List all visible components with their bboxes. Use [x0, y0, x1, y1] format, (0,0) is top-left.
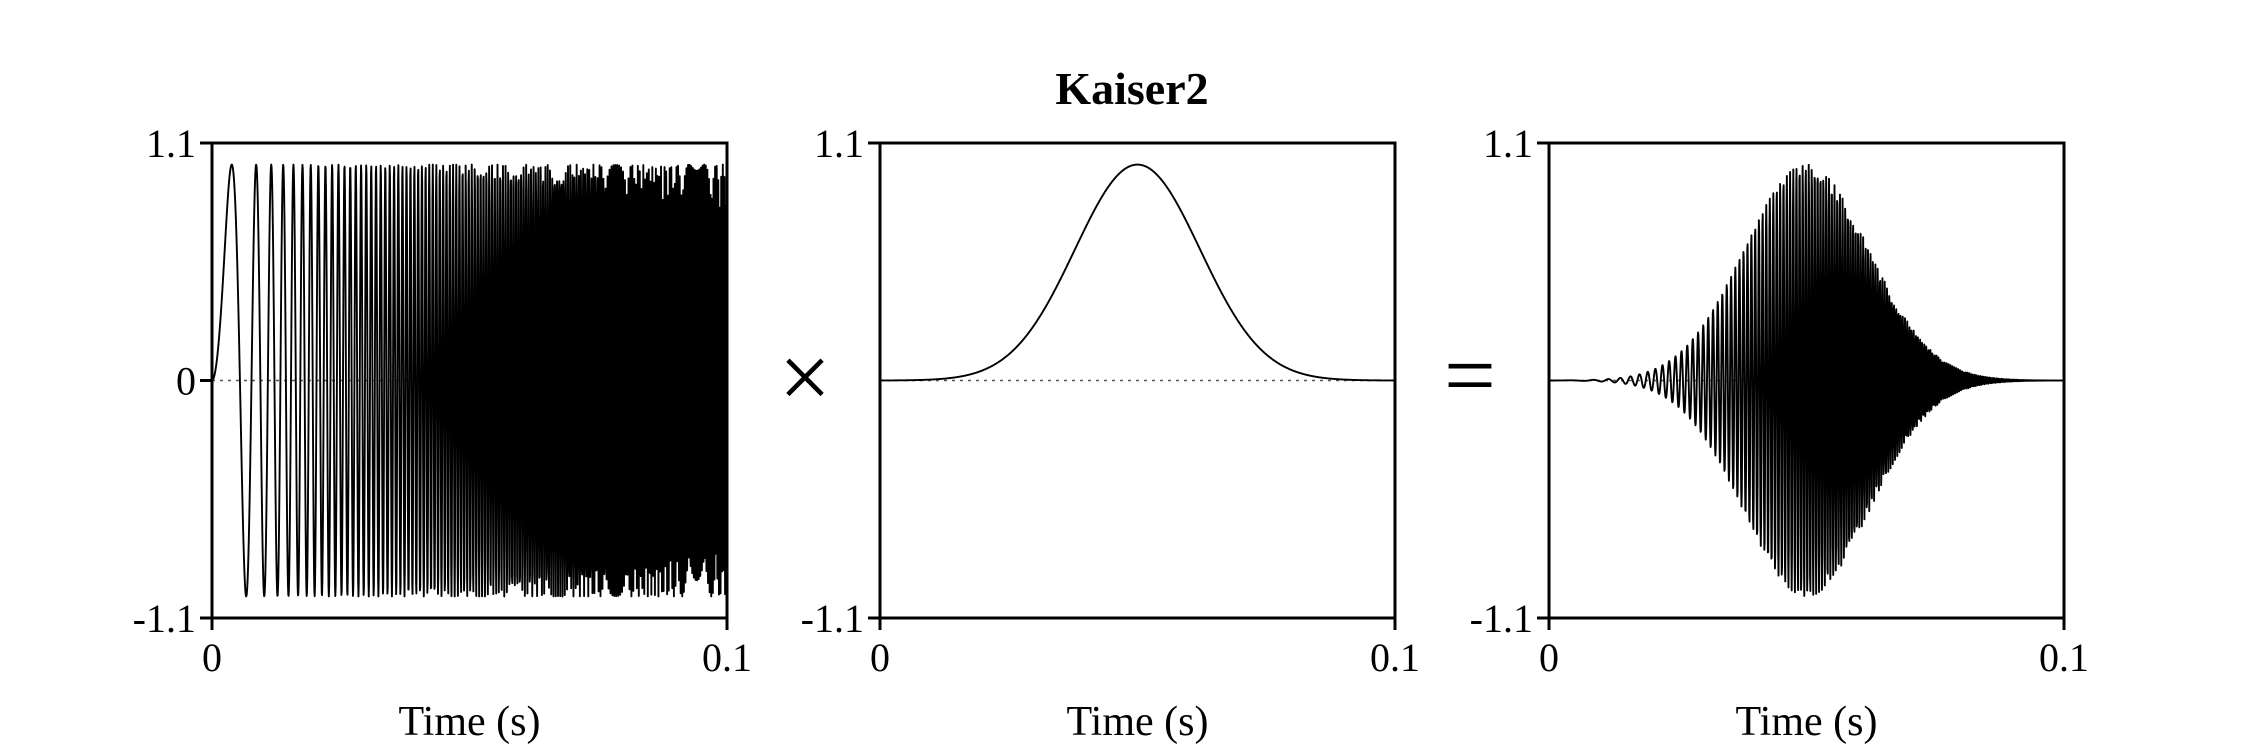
x-tick-label: 0.1	[1370, 635, 1420, 680]
x-axis-label: Time (s)	[399, 699, 541, 745]
x-tick-label: 0.1	[702, 635, 752, 680]
x-tick-label: 0	[1539, 635, 1559, 680]
equals-sign: =	[1444, 324, 1496, 426]
y-tick-label: 0	[176, 359, 196, 404]
plot-frame	[1547, 141, 2066, 620]
multiply-sign: ×	[779, 326, 831, 428]
y-tick-label: -1.1	[1470, 596, 1533, 641]
y-tick-label: 1.1	[146, 121, 196, 166]
x-axis-label: Time (s)	[1736, 699, 1878, 745]
plot-frame	[878, 141, 1397, 620]
x-tick-label: 0	[870, 635, 890, 680]
y-tick-label: -1.1	[801, 596, 864, 641]
series-line	[879, 163, 1396, 382]
y-tick-label: -1.1	[133, 596, 196, 641]
series-line	[211, 163, 728, 598]
x-axis-label: Time (s)	[1067, 699, 1209, 745]
series-line	[1548, 163, 2065, 597]
y-tick-label: 1.1	[1483, 121, 1533, 166]
figure-title: Kaiser2	[1055, 63, 1208, 114]
x-tick-label: 0	[202, 635, 222, 680]
x-tick-label: 0.1	[2039, 635, 2089, 680]
chart-panel-3: 1.1 -1.10 0.1 Time (s)	[1470, 121, 2089, 745]
chart-panel-2: 1.1 -1.10 0.1 Time (s)	[801, 121, 1420, 745]
y-tick-label: 1.1	[814, 121, 864, 166]
